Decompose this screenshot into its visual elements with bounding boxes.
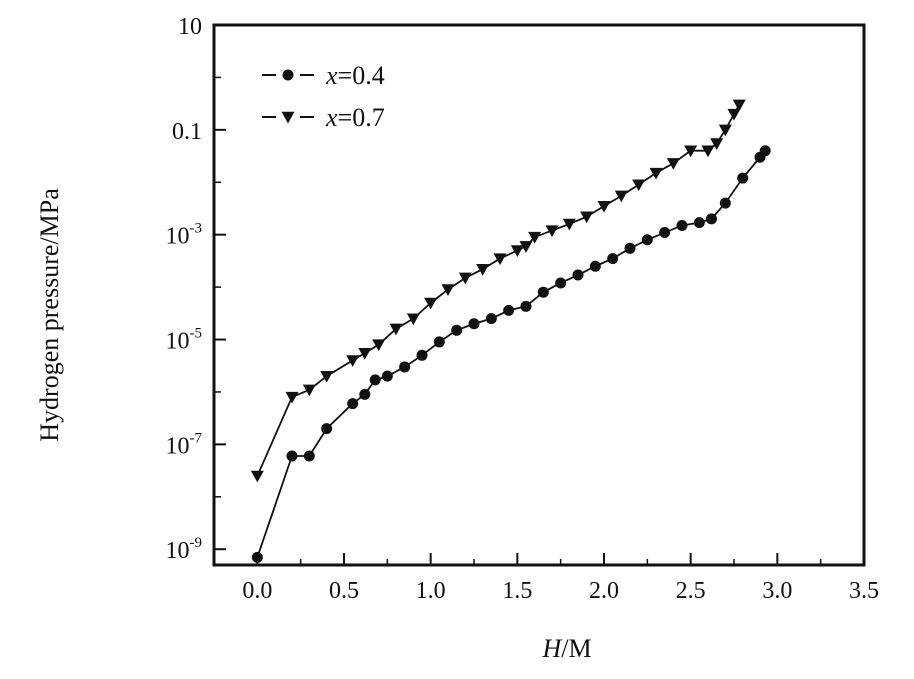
data-point [520, 300, 532, 312]
data-point [250, 470, 264, 483]
data-point [468, 318, 480, 330]
data-point [641, 234, 653, 246]
data-point [528, 231, 542, 244]
data-point [705, 213, 717, 225]
y-tick-label: 0.1 [172, 119, 202, 145]
data-point [286, 450, 298, 462]
data-point [732, 99, 746, 112]
y-tick-label: 10-9 [166, 535, 203, 564]
legend-label: x=0.4 [325, 61, 385, 90]
y-tick-label: 10 [178, 14, 202, 40]
x-tick-label: 0.0 [242, 578, 272, 604]
data-point [441, 284, 455, 297]
data-point [285, 391, 299, 404]
data-point [302, 384, 316, 397]
data-point [346, 355, 360, 367]
data-point [580, 211, 594, 224]
data-point [607, 253, 619, 265]
x-tick-label: 0.5 [329, 578, 359, 604]
y-tick-label: 10-7 [166, 430, 203, 459]
data-point [737, 172, 749, 184]
data-point [433, 336, 445, 348]
legend-entry: x=0.4 [262, 61, 385, 90]
plot-frame [212, 23, 866, 567]
x-tick-label: 3.5 [849, 578, 879, 604]
series-line [256, 150, 766, 558]
legend-entry: x=0.7 [262, 103, 385, 132]
x-axis-label: H/M [541, 634, 591, 663]
series-layer [250, 99, 771, 563]
x-tick-label: 1.5 [502, 578, 532, 604]
data-point [693, 217, 705, 229]
x-tick-label: 1.0 [416, 578, 446, 604]
series-1 [250, 99, 746, 483]
data-point [676, 219, 688, 231]
data-point [614, 190, 628, 203]
y-tick-label: 10-3 [166, 221, 203, 250]
x-tick-label: 2.0 [589, 578, 619, 604]
data-point [406, 313, 420, 326]
data-point [493, 253, 507, 266]
data-point [416, 349, 428, 361]
data-point [372, 339, 386, 352]
data-point [727, 108, 741, 121]
data-point [321, 423, 333, 435]
y-axis-title: Hydrogen pressure/MPa [35, 188, 64, 442]
data-point [320, 370, 334, 383]
legend: x=0.4 x=0.7 [262, 61, 385, 132]
data-point [485, 313, 497, 325]
data-point [632, 179, 646, 192]
x-axis-ticks: 0.0 0.5 1.0 1.5 2.0 2.5 3.0 3.5 [213, 553, 879, 604]
data-point [458, 272, 472, 285]
data-point [666, 158, 680, 170]
data-point [555, 277, 567, 289]
data-point [347, 398, 359, 410]
data-point [537, 286, 549, 298]
data-point [719, 197, 731, 209]
data-point [710, 138, 724, 150]
data-point [389, 323, 403, 336]
data-point [358, 347, 372, 360]
legend-marker [282, 69, 294, 81]
y-tick-label: 10-5 [166, 326, 203, 355]
data-point [251, 551, 263, 563]
data-point [759, 145, 771, 157]
data-point [701, 145, 715, 158]
data-point [359, 388, 371, 400]
data-point [451, 324, 463, 336]
data-point [424, 297, 438, 310]
data-point [399, 361, 411, 373]
y-axis-ticks: 10 0.1 10-3 10-5 10-7 10-9 [166, 14, 226, 564]
x-axis-title: H/M [541, 634, 591, 663]
x-tick-label: 2.5 [676, 578, 706, 604]
data-point [659, 227, 671, 239]
data-point [589, 260, 601, 272]
data-point [545, 225, 559, 238]
legend-marker [281, 111, 295, 124]
y-axis-label: Hydrogen pressure/MPa [35, 188, 64, 442]
series-0 [251, 145, 771, 563]
data-point [572, 269, 584, 281]
data-point [562, 218, 576, 231]
data-point [503, 304, 515, 316]
data-point [303, 450, 315, 462]
data-point [684, 145, 698, 158]
data-point [510, 245, 524, 257]
data-point [381, 370, 393, 382]
series-line [256, 104, 740, 477]
data-point [649, 167, 663, 180]
data-point [718, 124, 732, 137]
data-point [597, 200, 611, 213]
data-point [476, 263, 490, 276]
x-tick-label: 3.0 [762, 578, 792, 604]
data-point [624, 242, 636, 254]
data-point [519, 241, 533, 253]
legend-label: x=0.7 [325, 103, 385, 132]
data-point [369, 374, 381, 386]
